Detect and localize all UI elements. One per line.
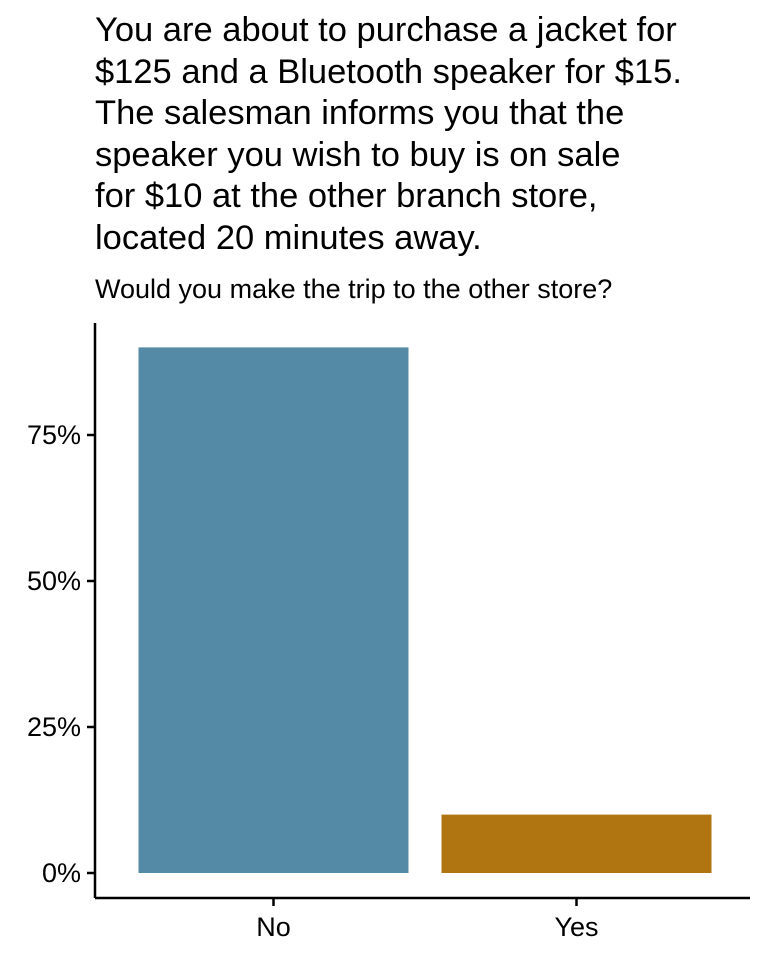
axes-layer: 0% 25% 50% 75% No Yes bbox=[27, 323, 750, 942]
bar-no bbox=[138, 347, 409, 873]
chart-title: You are about to purchase a jacket for $… bbox=[95, 11, 682, 257]
x-tick-label: No bbox=[256, 912, 291, 942]
bar-yes bbox=[441, 814, 712, 873]
y-tick-label: 25% bbox=[27, 712, 81, 742]
chart-subtitle: Would you make the trip to the other sto… bbox=[95, 274, 613, 304]
y-tick-label: 75% bbox=[27, 420, 81, 450]
bars-layer bbox=[138, 347, 712, 873]
y-tick-label: 50% bbox=[27, 566, 81, 596]
x-tick-label: Yes bbox=[554, 912, 598, 942]
y-tick-label: 0% bbox=[42, 858, 81, 888]
